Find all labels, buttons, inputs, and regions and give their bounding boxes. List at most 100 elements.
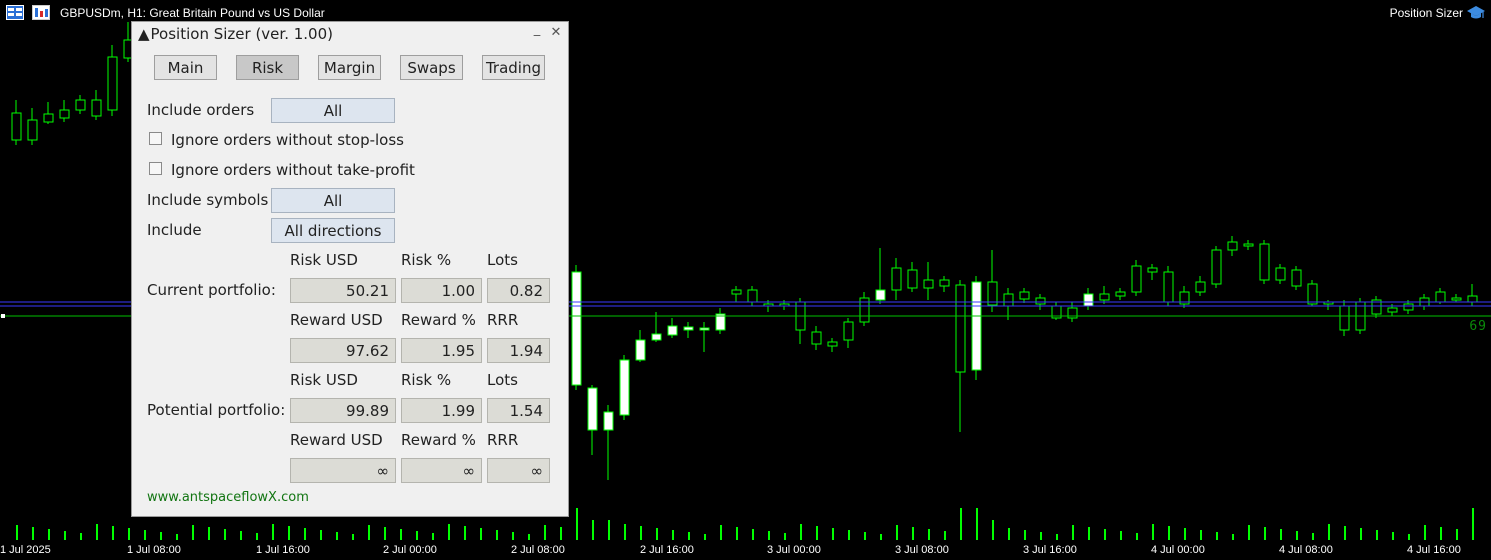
- tab-risk[interactable]: Risk: [236, 55, 299, 80]
- volume-bar: [352, 534, 354, 540]
- time-label: 2 Jul 08:00: [511, 544, 565, 556]
- current-reward-pct-header: Reward %: [401, 311, 476, 329]
- volume-bar: [656, 528, 658, 540]
- minimize-button[interactable]: _: [533, 22, 541, 37]
- candle-body: [1179, 291, 1190, 305]
- candle-body: [603, 411, 614, 431]
- one-click-trading-icon[interactable]: [6, 5, 24, 20]
- potential-rrr-header: RRR: [487, 431, 519, 449]
- potential-reward-usd-value: ∞: [290, 458, 396, 483]
- include-direction-label: Include: [147, 221, 202, 239]
- volume-bar: [1136, 533, 1138, 540]
- volume-bar: [1424, 525, 1426, 540]
- candle-body: [939, 279, 950, 287]
- candle-body: [27, 119, 38, 141]
- candle-body: [1083, 293, 1094, 307]
- volume-bar: [32, 527, 34, 540]
- include-orders-dropdown[interactable]: All: [271, 98, 395, 123]
- volume-bar: [400, 529, 402, 540]
- potential-risk-pct-header: Risk %: [401, 371, 452, 389]
- current-risk-usd-header: Risk USD: [290, 251, 358, 269]
- volume-bar: [1456, 529, 1458, 540]
- volume-bar: [912, 527, 914, 540]
- candle-body: [955, 284, 966, 373]
- time-label: 4 Jul 00:00: [1151, 544, 1205, 556]
- potential-risk-usd-header: Risk USD: [290, 371, 358, 389]
- tab-main[interactable]: Main: [154, 55, 217, 80]
- volume-bar: [80, 533, 82, 540]
- volume-bar: [48, 529, 50, 540]
- volume-bar: [1296, 531, 1298, 540]
- potential-reward-pct-header: Reward %: [401, 431, 476, 449]
- volume-bar: [704, 534, 706, 540]
- potential-risk-pct-value: 1.99: [401, 398, 482, 423]
- candle-body: [1339, 305, 1350, 331]
- volume-bar: [624, 524, 626, 540]
- volume-bar: [784, 533, 786, 540]
- candle-body: [1211, 249, 1222, 285]
- close-button[interactable]: ✕: [550, 25, 562, 40]
- depth-of-market-icon[interactable]: [32, 5, 50, 20]
- volume-bar: [1328, 524, 1330, 540]
- volume-bar: [1184, 528, 1186, 540]
- current-risk-pct-value: 1.00: [401, 278, 482, 303]
- candle-body: [75, 99, 86, 111]
- candle-body: [987, 281, 998, 306]
- potential-rrr-value: ∞: [487, 458, 550, 483]
- potential-risk-usd-value: 99.89: [290, 398, 396, 423]
- current-risk-usd-value: 50.21: [290, 278, 396, 303]
- time-label: 4 Jul 16:00: [1407, 544, 1461, 556]
- candle-body: [891, 267, 902, 291]
- volume-bar: [1344, 526, 1346, 540]
- volume-bar: [1024, 530, 1026, 540]
- panel-header[interactable]: ▲Position Sizer (ver. 1.00) _ ✕: [132, 22, 568, 46]
- volume-bar: [864, 532, 866, 540]
- candle-body: [1451, 297, 1462, 301]
- include-symbols-dropdown[interactable]: All: [271, 188, 395, 213]
- volume-bar: [208, 527, 210, 540]
- volume-bar: [144, 530, 146, 540]
- tab-swaps[interactable]: Swaps: [400, 55, 463, 80]
- candle-body: [571, 271, 582, 386]
- volume-bar: [272, 524, 274, 540]
- volume-bar: [976, 508, 978, 540]
- include-direction-dropdown[interactable]: All directions: [271, 218, 395, 243]
- tab-trading[interactable]: Trading: [482, 55, 545, 80]
- volume-bar: [336, 532, 338, 540]
- volume-bar: [1264, 527, 1266, 540]
- tab-margin[interactable]: Margin: [318, 55, 381, 80]
- ignore-no-sl-label: Ignore orders without stop-loss: [171, 131, 404, 149]
- time-label: 4 Jul 08:00: [1279, 544, 1333, 556]
- volume-bar: [992, 520, 994, 540]
- candle-body: [1275, 267, 1286, 281]
- expert-advisor-hat-icon[interactable]: [1466, 4, 1486, 22]
- candle-body: [587, 387, 598, 431]
- website-link[interactable]: www.antspaceflowX.com: [147, 490, 309, 505]
- candle-body: [747, 289, 758, 303]
- volume-bar: [1232, 534, 1234, 540]
- volume-bar: [176, 534, 178, 540]
- candle-body: [1019, 291, 1030, 300]
- volume-bar: [832, 528, 834, 540]
- volume-bar: [1040, 532, 1042, 540]
- volume-bar: [416, 531, 418, 540]
- volume-bar: [1440, 527, 1442, 540]
- candle-body: [1403, 303, 1414, 311]
- time-label: 2 Jul 00:00: [383, 544, 437, 556]
- volume-bar: [1104, 529, 1106, 540]
- volume-bar: [496, 530, 498, 540]
- ignore-no-sl-checkbox[interactable]: [149, 132, 162, 145]
- volume-bar: [592, 520, 594, 540]
- ignore-no-tp-checkbox[interactable]: [149, 162, 162, 175]
- time-label: 1 Jul 16:00: [256, 544, 310, 556]
- candle-body: [1115, 291, 1126, 297]
- candle-body: [1131, 265, 1142, 293]
- candle-body: [619, 359, 630, 416]
- volume-bar: [1008, 528, 1010, 540]
- volume-bar: [464, 526, 466, 540]
- volume-bar: [288, 526, 290, 540]
- collapse-arrow-icon[interactable]: ▲: [138, 25, 150, 43]
- volume-bar: [768, 531, 770, 540]
- volume-bar: [1376, 530, 1378, 540]
- candle-body: [107, 56, 118, 111]
